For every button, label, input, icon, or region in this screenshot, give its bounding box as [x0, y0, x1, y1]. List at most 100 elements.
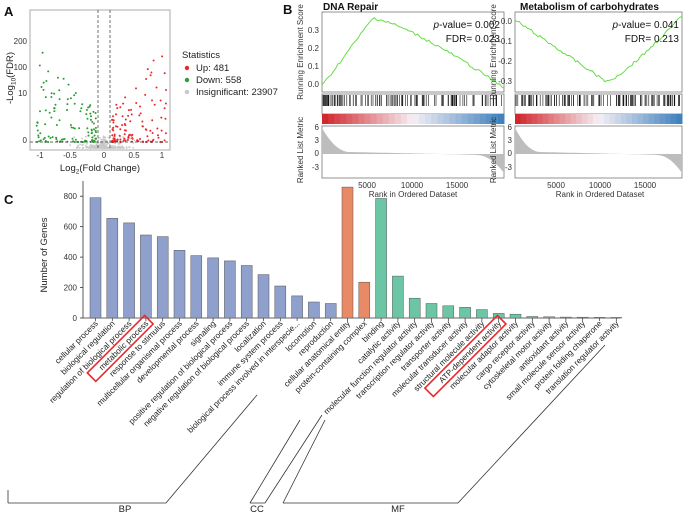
- volcano-point: [73, 141, 76, 143]
- volcano-point: [81, 103, 84, 106]
- volcano-point: [111, 134, 114, 137]
- highlight-boxes: [86, 314, 508, 398]
- volcano-point: [44, 140, 47, 142]
- volcano-point: [125, 146, 128, 149]
- metric-tick: 6: [315, 123, 320, 132]
- cc-bracket-left: [249, 419, 301, 504]
- bar: [274, 285, 287, 319]
- panel-c-letter: C: [4, 192, 14, 207]
- rank-tick: 5000: [547, 181, 565, 190]
- volcano-point: [84, 144, 87, 147]
- volcano-points: [35, 51, 167, 149]
- volcano-point: [88, 105, 91, 108]
- legend-down: Down: 558: [196, 75, 241, 86]
- p-value: p-value= 0.002: [433, 20, 501, 31]
- volcano-point: [90, 147, 93, 149]
- volcano-point: [124, 124, 127, 127]
- volcano-point: [58, 119, 61, 122]
- es-tick: 0.3: [308, 26, 320, 35]
- bar: [509, 313, 522, 319]
- volcano-point: [100, 138, 103, 141]
- volcano-point: [104, 140, 106, 143]
- heat-cell: [334, 114, 341, 124]
- es-tick: -0.1: [498, 37, 512, 46]
- heat-cell: [491, 114, 499, 124]
- volcano-point: [93, 128, 95, 131]
- volcano-point: [129, 133, 131, 136]
- volcano-point: [160, 129, 163, 132]
- heat-cell: [670, 114, 677, 124]
- volcano-point: [53, 107, 56, 110]
- hit-frame: [321, 93, 505, 115]
- volcano-point: [92, 147, 95, 149]
- volcano-point: [62, 138, 65, 141]
- volcano-point: [55, 124, 58, 126]
- volcano-point: [92, 122, 95, 125]
- heat-cell: [467, 114, 475, 124]
- ranked-metric-area: [322, 128, 504, 173]
- legend-insignificant: Insignificant: 23907: [196, 87, 278, 98]
- group-brackets: BP CC MF: [7, 344, 606, 514]
- volcano-point: [149, 74, 152, 77]
- volcano-point: [83, 140, 86, 143]
- volcano-point: [50, 116, 53, 119]
- gsea-plot-dna-repair: DNA Repair 0.3 0.2 0.1 0.0 p-value= 0.00…: [296, 2, 505, 199]
- volcano-point: [119, 138, 122, 141]
- es-tick: 0.2: [308, 44, 320, 53]
- volcano-point: [57, 76, 59, 79]
- volcano-point: [72, 126, 75, 129]
- bar: [240, 265, 253, 319]
- panel-b-letter: B: [283, 2, 292, 17]
- heat-cell: [659, 114, 666, 124]
- volcano-point: [74, 92, 77, 94]
- y-tick-label: 600: [64, 223, 78, 232]
- volcano-point: [156, 127, 159, 130]
- volcano-point: [144, 93, 147, 96]
- volcano-point: [94, 137, 97, 140]
- bars: [89, 186, 623, 319]
- volcano-point: [117, 147, 120, 149]
- volcano-point: [164, 132, 167, 135]
- volcano-point: [47, 141, 50, 143]
- y-tick-label: 800: [64, 192, 78, 201]
- volcano-point: [77, 141, 80, 143]
- y-tick-label: 400: [64, 253, 78, 262]
- volcano-point: [69, 97, 72, 100]
- heat-cell: [581, 114, 588, 124]
- volcano-point: [85, 109, 88, 111]
- legend-title: Statistics: [182, 50, 220, 61]
- group-label-bp: BP: [119, 504, 132, 514]
- volcano-point: [120, 147, 122, 149]
- heat-cell: [352, 114, 359, 124]
- heat-cell: [358, 114, 365, 124]
- heat-cell: [497, 114, 505, 124]
- bar: [425, 303, 438, 319]
- metric-tick: 6: [508, 123, 513, 132]
- heat-cell: [479, 114, 487, 124]
- es-tick: 0.1: [308, 62, 320, 71]
- volcano-point: [62, 77, 65, 80]
- heat-cell: [515, 114, 522, 124]
- rank-tick: 5000: [358, 181, 376, 190]
- bar: [358, 281, 371, 319]
- volcano-point: [124, 96, 127, 99]
- volcano-point: [90, 115, 92, 118]
- volcano-ytick: 200: [14, 37, 28, 46]
- heat-cell: [364, 114, 372, 124]
- volcano-xtick: -1: [36, 151, 44, 160]
- volcano-point: [78, 147, 81, 149]
- heat-cell: [592, 114, 599, 124]
- bar: [476, 309, 488, 319]
- volcano-point: [122, 102, 125, 105]
- heat-cell: [565, 114, 572, 124]
- volcano-point: [92, 110, 95, 113]
- volcano-point: [146, 135, 149, 138]
- bar: [173, 250, 186, 319]
- heat-cell: [443, 114, 450, 124]
- volcano-point: [87, 134, 90, 137]
- volcano-point: [108, 143, 111, 146]
- volcano-point: [160, 116, 163, 119]
- heat-cell: [455, 114, 463, 124]
- volcano-point: [101, 142, 103, 145]
- volcano-point: [73, 102, 76, 105]
